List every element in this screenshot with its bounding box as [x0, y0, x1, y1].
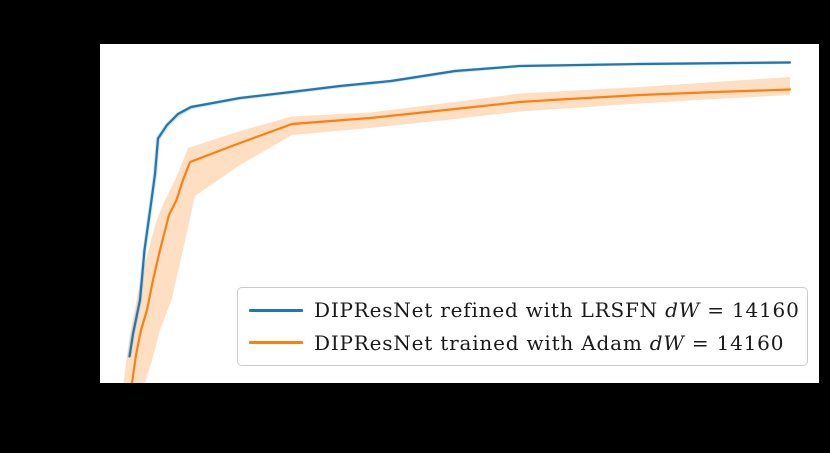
legend-math-dW: dW — [665, 298, 701, 323]
adam-line — [130, 88, 792, 383]
legend-label-value: = 14160 — [684, 330, 785, 355]
legend-entry: DIPResNet trained with Adam dW = 14160 — [249, 333, 807, 353]
legend-label-text: DIPResNet refined with LRSFN — [314, 298, 666, 323]
legend-line-sample — [249, 341, 303, 345]
line-chart-svg — [123, 61, 792, 383]
legend-line-sample — [249, 308, 303, 312]
legend-label-text: DIPResNet trained with Adam — [314, 330, 650, 355]
legend-entry: DIPResNet refined with LRSFN dW = 14160 — [249, 300, 807, 320]
legend-label: DIPResNet trained with Adam dW = 14160 — [314, 333, 784, 353]
legend: DIPResNet refined with LRSFN dW = 14160 … — [237, 287, 808, 366]
legend-label: DIPResNet refined with LRSFN dW = 14160 — [314, 300, 800, 320]
legend-label-value: = 14160 — [700, 298, 800, 323]
legend-math-dW: dW — [649, 330, 685, 355]
lrsfn-line — [128, 61, 792, 358]
